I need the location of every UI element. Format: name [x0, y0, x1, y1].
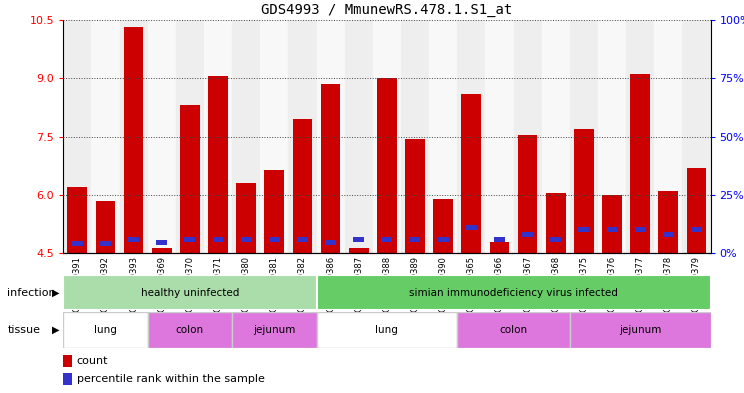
- Bar: [95, 201, 115, 253]
- Bar: [316, 275, 711, 310]
- Bar: [433, 199, 453, 253]
- Bar: [542, 20, 570, 253]
- Bar: [232, 312, 316, 348]
- Bar: [691, 228, 702, 232]
- Bar: [349, 248, 368, 253]
- Text: lung: lung: [94, 325, 117, 335]
- Bar: [241, 237, 251, 242]
- Bar: [344, 20, 373, 253]
- Bar: [264, 170, 284, 253]
- Bar: [237, 183, 256, 253]
- Bar: [682, 20, 711, 253]
- Text: jejunum: jejunum: [253, 325, 295, 335]
- Bar: [289, 20, 316, 253]
- Bar: [570, 20, 598, 253]
- Bar: [63, 20, 92, 253]
- Text: percentile rank within the sample: percentile rank within the sample: [77, 374, 265, 384]
- Bar: [630, 74, 650, 253]
- Text: colon: colon: [176, 325, 204, 335]
- Bar: [663, 232, 674, 237]
- Bar: [458, 312, 570, 348]
- Bar: [204, 20, 232, 253]
- Text: simian immunodeficiency virus infected: simian immunodeficiency virus infected: [409, 288, 618, 298]
- Bar: [551, 237, 561, 242]
- Bar: [321, 84, 341, 253]
- Bar: [269, 237, 280, 242]
- Bar: [147, 20, 176, 253]
- Bar: [208, 76, 228, 253]
- Text: colon: colon: [499, 325, 527, 335]
- Bar: [316, 312, 458, 348]
- Bar: [485, 20, 513, 253]
- Bar: [297, 237, 308, 242]
- Bar: [579, 228, 589, 232]
- Bar: [522, 232, 533, 237]
- Bar: [490, 242, 510, 253]
- Bar: [658, 191, 678, 253]
- Bar: [513, 20, 542, 253]
- Bar: [546, 193, 565, 253]
- Bar: [458, 20, 485, 253]
- Bar: [213, 237, 223, 242]
- Bar: [437, 237, 449, 242]
- Bar: [598, 20, 626, 253]
- Bar: [325, 240, 336, 245]
- Bar: [494, 237, 505, 242]
- Bar: [68, 187, 87, 253]
- Bar: [260, 20, 289, 253]
- Bar: [405, 138, 425, 253]
- Bar: [63, 275, 316, 310]
- Bar: [410, 237, 420, 242]
- Bar: [147, 312, 232, 348]
- Bar: [156, 240, 167, 245]
- Bar: [316, 20, 344, 253]
- Bar: [687, 168, 706, 253]
- Text: infection: infection: [7, 288, 56, 298]
- Bar: [72, 241, 83, 246]
- Bar: [92, 20, 120, 253]
- Bar: [292, 119, 312, 253]
- Bar: [63, 312, 147, 348]
- Bar: [353, 237, 364, 242]
- Bar: [120, 20, 147, 253]
- Bar: [185, 237, 195, 242]
- Bar: [602, 195, 622, 253]
- Bar: [570, 312, 711, 348]
- Text: ▶: ▶: [52, 325, 60, 335]
- Bar: [232, 20, 260, 253]
- Bar: [180, 105, 199, 253]
- Bar: [100, 241, 111, 246]
- Bar: [377, 78, 397, 253]
- Bar: [128, 237, 139, 242]
- Text: tissue: tissue: [7, 325, 40, 335]
- Text: lung: lung: [376, 325, 398, 335]
- Bar: [373, 20, 401, 253]
- Bar: [635, 228, 646, 232]
- Bar: [382, 237, 392, 242]
- Bar: [124, 28, 144, 253]
- Bar: [626, 20, 654, 253]
- Text: healthy uninfected: healthy uninfected: [141, 288, 239, 298]
- Bar: [152, 248, 172, 253]
- Bar: [176, 20, 204, 253]
- Bar: [654, 20, 682, 253]
- Bar: [574, 129, 594, 253]
- Bar: [429, 20, 458, 253]
- Text: ▶: ▶: [52, 288, 60, 298]
- Bar: [518, 135, 537, 253]
- Bar: [466, 225, 477, 230]
- Text: count: count: [77, 356, 108, 366]
- Bar: [461, 94, 481, 253]
- Text: jejunum: jejunum: [619, 325, 661, 335]
- Bar: [606, 228, 618, 232]
- Title: GDS4993 / MmunewRS.478.1.S1_at: GDS4993 / MmunewRS.478.1.S1_at: [261, 3, 513, 17]
- Bar: [401, 20, 429, 253]
